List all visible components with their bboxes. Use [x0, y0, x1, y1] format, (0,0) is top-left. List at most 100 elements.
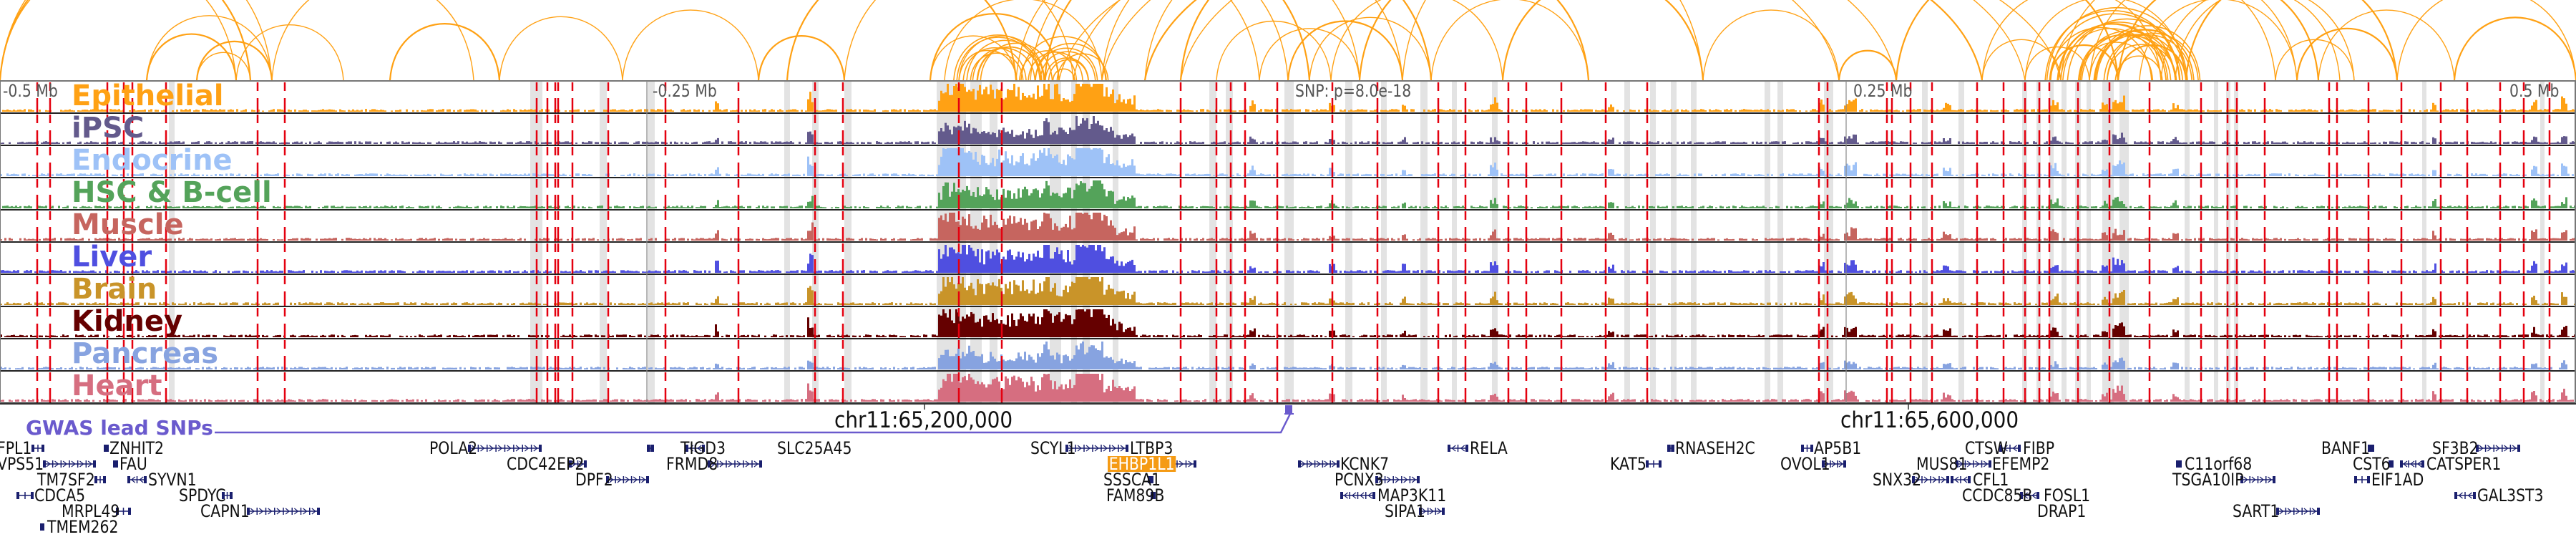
gene-label-fibp[interactable]: FIBP [2023, 438, 2055, 458]
gene-label-sssca1[interactable]: SSSCA1 [1103, 470, 1161, 490]
gene-model-cdca5[interactable] [16, 492, 34, 499]
axis-tick-label: -0.5 Mb [3, 81, 58, 101]
gene-model-ctsw[interactable] [1999, 445, 2021, 452]
gene-model-c11orf68[interactable] [2176, 460, 2182, 468]
gene-label-ltbp3[interactable]: LTBP3 [1130, 438, 1174, 458]
gene-label-frmd8[interactable]: FRMD8 [666, 454, 718, 474]
gene-label-sipa1[interactable]: SIPA1 [1385, 501, 1425, 521]
gene-label-fam89b[interactable]: FAM89B [1106, 485, 1165, 505]
gene-model-mrpl49[interactable] [116, 508, 131, 515]
gene-label-syvn1[interactable]: SYVN1 [148, 470, 197, 490]
gene-label-tigd3[interactable]: TIGD3 [680, 438, 726, 458]
gene-model-tm7sf2[interactable] [94, 476, 106, 483]
gene-label-ovol1[interactable]: OVOL1 [1780, 454, 1830, 474]
gene-label-gal3st3[interactable]: GAL3ST3 [2477, 485, 2544, 505]
gene-label-snx32[interactable]: SNX32 [1873, 470, 1922, 490]
gene-label-banf1[interactable]: BANF1 [2321, 438, 2370, 458]
interaction-arc [1402, 0, 1704, 81]
gene-model-sssca1[interactable] [1148, 476, 1153, 483]
gene-label-c11orf68[interactable]: C11orf68 [2185, 454, 2253, 474]
gene-label-slc25a45[interactable]: SLC25A45 [777, 438, 852, 458]
gene-model-capn1[interactable] [247, 508, 320, 515]
gene-label-sart1[interactable]: SART1 [2233, 501, 2280, 521]
interaction-arc [0, 0, 252, 81]
gene-model-spdyc[interactable] [222, 492, 233, 499]
gene-model-tigd3[interactable] [647, 445, 654, 452]
gene-model-cfl1[interactable] [1951, 476, 1971, 483]
gene-model-ovol1[interactable] [1822, 460, 1846, 468]
gene-label-drap1[interactable]: DRAP1 [2037, 501, 2087, 521]
gene-label-fpl1[interactable]: FPL1 [0, 438, 32, 458]
gene-model-map3k11[interactable] [1340, 492, 1375, 499]
gene-label-cfl1[interactable]: CFL1 [1973, 470, 2009, 490]
gene-label-map3k11[interactable]: MAP3K11 [1377, 485, 1447, 505]
gene-model-mus81[interactable] [1956, 460, 1991, 468]
gene-label-kat5[interactable]: KAT5 [1610, 454, 1646, 474]
gene-label-pola2[interactable]: POLA2 [429, 438, 478, 458]
gene-label-mus81[interactable]: MUS81 [1916, 454, 1968, 474]
gene-label-ctsw[interactable]: CTSW [1965, 438, 2008, 458]
gene-model-kcnk7[interactable] [1298, 460, 1340, 468]
gene-label-mrpl49[interactable]: MRPL49 [62, 501, 120, 521]
gene-model-snx32[interactable] [1912, 476, 1949, 483]
gene-label-pcnx3[interactable]: PCNX3 [1335, 470, 1384, 490]
gene-model-scyl1[interactable] [1065, 445, 1128, 452]
gene-label-cdca5[interactable]: CDCA5 [34, 485, 86, 505]
gene-label-dpf2[interactable]: DPF2 [575, 470, 613, 490]
interaction-arc [980, 42, 1053, 81]
gene-model-vps51[interactable] [43, 460, 96, 468]
gene-label-eif1ad[interactable]: EIF1AD [2371, 470, 2424, 490]
gene-label-ehbp1l1[interactable]: EHBP1L1 [1108, 454, 1176, 474]
gene-model-rnaseh2c[interactable] [1667, 445, 1674, 452]
gene-model-kat5[interactable] [1646, 460, 1662, 468]
gene-model-pcnx3[interactable] [1375, 476, 1420, 483]
gene-label-ccdc85b[interactable]: CCDC85B [1962, 485, 2033, 505]
gene-model-catsper1[interactable] [2400, 460, 2424, 468]
gene-model-sart1[interactable] [2276, 508, 2320, 515]
gene-model-banf1[interactable] [2368, 445, 2374, 452]
gene-label-scyl1[interactable]: SCYL1 [1030, 438, 1076, 458]
gene-label-tmem262[interactable]: TMEM262 [47, 517, 119, 537]
gene-label-vps51[interactable]: VPS51 [0, 454, 44, 474]
gene-model-eif1ad[interactable] [2354, 476, 2370, 483]
gene-label-fau[interactable]: FAU [119, 454, 147, 474]
gene-model-sipa1[interactable] [1419, 508, 1445, 515]
gene-model-gal3st3[interactable] [2454, 492, 2476, 499]
gene-model-cdc42ep2[interactable] [569, 460, 587, 468]
gene-label-tm7sf2[interactable]: TM7SF2 [37, 470, 95, 490]
gene-label-rela[interactable]: RELA [1470, 438, 1508, 458]
gene-model-tmem262[interactable] [40, 523, 44, 531]
gene-model-fpl1[interactable] [31, 445, 44, 452]
gene-model-fam89b[interactable] [1151, 492, 1156, 499]
gene-model-cst6[interactable] [2389, 460, 2394, 468]
gene-label-spdyc[interactable]: SPDYC [179, 485, 226, 505]
gene-label-cst6[interactable]: CST6 [2353, 454, 2391, 474]
gene-label-ap5b1[interactable]: AP5B1 [1814, 438, 1862, 458]
gene-label-fosl1[interactable]: FOSL1 [2044, 485, 2091, 505]
gene-model-rela[interactable] [1448, 445, 1468, 452]
gene-label-sf3b2[interactable]: SF3B2 [2432, 438, 2479, 458]
gene-label-capn1[interactable]: CAPN1 [200, 501, 250, 521]
gene-label-tsga10ip[interactable]: TSGA10IP [2172, 470, 2244, 490]
gene-model-ap5b1[interactable] [1801, 445, 1813, 452]
interaction-arc [1430, 0, 1589, 81]
gene-label-kcnk7[interactable]: KCNK7 [1340, 454, 1390, 474]
gene-model-znhit2[interactable] [104, 445, 109, 452]
interaction-arc [2117, 44, 2187, 81]
gene-model-fau[interactable] [113, 460, 118, 468]
gene-label-znhit2[interactable]: ZNHIT2 [109, 438, 165, 458]
gene-model-pola2[interactable] [468, 445, 542, 452]
gene-model-sf3b2[interactable] [2476, 445, 2520, 452]
interaction-arc [2067, 18, 2187, 81]
gene-model-tsga10ip[interactable] [2240, 476, 2275, 483]
interaction-arc [2093, 34, 2184, 81]
gene-model-syvn1[interactable] [127, 476, 147, 483]
gene-label-rnaseh2c[interactable]: RNASEH2C [1675, 438, 1755, 458]
gene-model-dpf2[interactable] [606, 476, 649, 483]
gene-model-frmd8[interactable] [708, 460, 762, 468]
gene-label-cdc42ep2[interactable]: CDC42EP2 [507, 454, 585, 474]
gene-model-ccdc85b[interactable] [2020, 492, 2039, 499]
gene-label-efemp2[interactable]: EFEMP2 [1992, 454, 2050, 474]
gene-label-catsper1[interactable]: CATSPER1 [2426, 454, 2502, 474]
gene-model-slc25a45[interactable] [686, 445, 705, 452]
